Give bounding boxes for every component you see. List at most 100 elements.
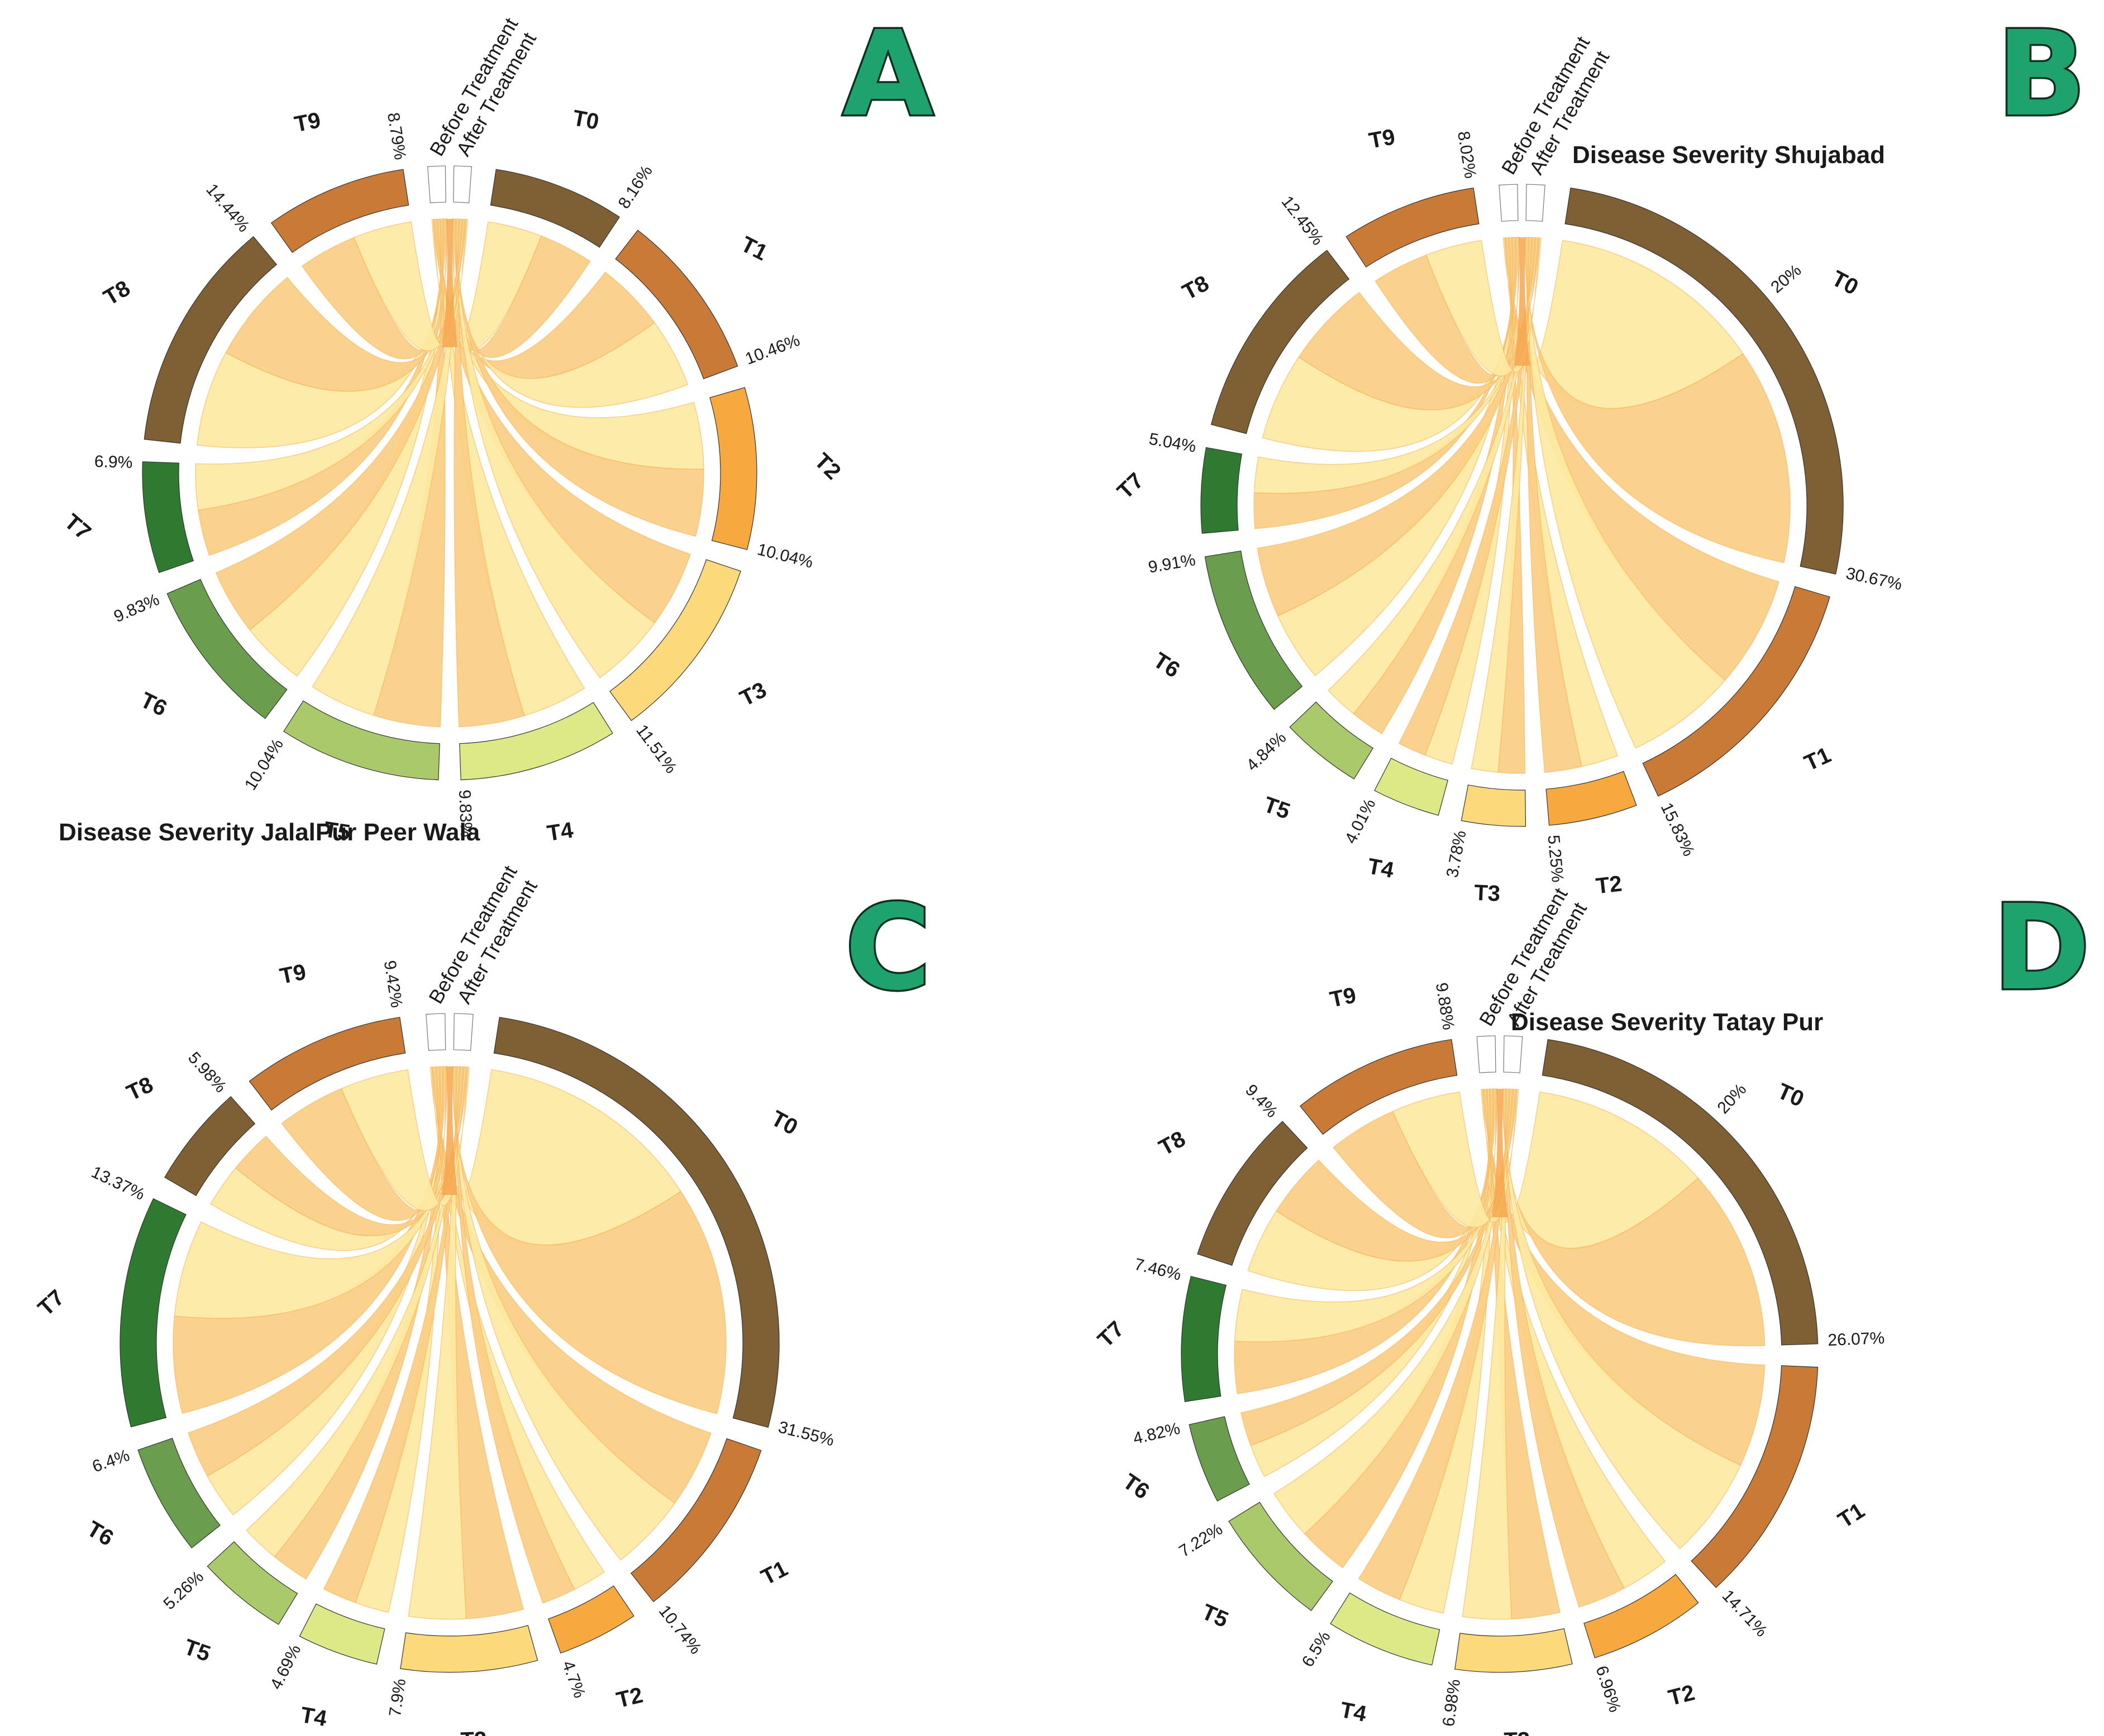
ribbon-after-t0 [452,1066,727,1414]
sector-arc-t9 [249,1017,406,1111]
sector-name-t8: T8 [1179,271,1213,305]
percent-label-t1: 10.74% [655,1602,705,1658]
sector-name-t0: T0 [1774,1079,1808,1112]
sector-arc-t7 [1181,1276,1227,1402]
sector-name-t5: T5 [181,1634,214,1666]
sector-arcs [120,1013,780,1673]
sector-arc-t4 [459,702,613,781]
chord-panel-c: 31.55% T0 10.74% T1 4.7% T2 7.9% T3 4.69% T4 5.26%… [34,862,933,1736]
percent-label-t6: 6.4% [90,1446,132,1476]
sector-arc-before-treatment [427,165,446,203]
sector-arc-t0 [493,1017,780,1428]
sector-arc-t2 [709,387,757,551]
ribbon-after-t8 [1276,1089,1518,1262]
panel-letter: B [1997,6,2086,142]
sector-arc-after-treatment [1503,1035,1523,1073]
sector-arc-t7 [142,461,194,573]
sector-arc-t6 [166,578,288,719]
percent-label-t9: 9.42% [380,959,406,1009]
ribbon-after-t4 [1358,1088,1511,1600]
ribbon-after-t7 [1234,1088,1516,1342]
sector-name-t4: T4 [299,1702,329,1732]
sector-arc-after-treatment [1525,184,1545,222]
ribbon-after-t8 [1298,237,1540,410]
sector-name-t7: T7 [34,1285,69,1321]
extra-label: 20% [1767,261,1805,296]
sector-arc-t3 [1461,785,1526,827]
hub-convergence [442,1067,457,1195]
panel-letter: D [1993,879,2090,1016]
percent-label-t8: 5.98% [184,1049,230,1096]
percent-label-t7: 7.46% [1133,1255,1183,1284]
sector-name-t3: T3 [1504,1728,1530,1736]
sector-arc-t5 [1228,1501,1333,1611]
percent-label-t0: 26.07% [1828,1329,1885,1350]
sector-arcs [1181,1035,1819,1673]
sector-arc-t6 [1189,1416,1250,1501]
percent-label-t8: 12.45% [1277,193,1327,249]
ribbon-after-t4 [323,1066,461,1604]
sector-arc-t0 [1564,187,1844,575]
percent-label-t7: 5.04% [1148,430,1198,456]
sector-name-t5: T5 [1261,792,1294,824]
chord-panel-a: 8.16% T0 10.46% T1 10.04% T2 11.51% T3 9.83% T4 10… [59,4,936,847]
sector-arc-t5 [1289,701,1374,779]
sector-name-t0: T0 [571,106,601,135]
percent-label-t5: 4.84% [1243,729,1290,775]
percent-label-t6: 9.91% [1147,551,1196,577]
sector-arc-t0 [1542,1039,1819,1346]
percent-label-t1: 14.71% [1719,1586,1771,1641]
percent-label-t5: 10.04% [241,735,287,793]
sector-arc-t4 [1330,1592,1440,1666]
percent-label-t7: 6.9% [94,452,132,472]
chart-title: Disease Severity Tatay Pur [1511,1008,1823,1036]
hub-convergence [1492,1089,1507,1217]
sector-arc-t7 [120,1198,187,1428]
sector-arcs [1200,184,1844,827]
ribbon-after-t8 [235,1067,468,1236]
sector-arc-t6 [137,1438,221,1549]
sector-arcs [142,165,757,781]
ribbon-after-t5 [1327,237,1535,715]
sector-name-t1: T1 [1834,1498,1869,1533]
ribbon-after-t2 [455,1066,575,1604]
sector-name-t7: T7 [60,509,96,545]
sector-name-t8: T8 [1155,1126,1190,1160]
panel-letter: A [843,6,934,142]
percent-label-t3: 7.9% [386,1677,409,1718]
ribbon-after-t3 [1471,237,1532,773]
sector-arc-t7 [1200,447,1243,534]
percent-label-t9: 8.79% [384,111,409,161]
sector-name-t5: T5 [322,817,352,845]
sector-arc-t4 [299,1603,385,1665]
percent-label-t2: 6.96% [1592,1663,1624,1714]
sector-arc-t6 [1204,550,1303,710]
percent-label-t1: 15.83% [1657,800,1699,859]
ribbons [1234,1088,1766,1620]
percent-label-t4: 6.5% [1299,1628,1334,1671]
percent-label-t2: 4.7% [559,1658,589,1701]
sector-arc-t2 [1583,1574,1699,1658]
sector-arc-t1 [630,1438,762,1603]
chart-title: Disease Severity JalalPur Peer Wala [59,819,480,846]
sector-arc-t8 [164,1096,256,1197]
ribbon-after-t0 [1502,1088,1766,1346]
sector-name-t2: T2 [614,1683,646,1713]
sector-arc-t9 [1346,187,1480,268]
hub-convergence [1514,237,1530,366]
sector-name-t4: T4 [546,817,575,846]
ribbon-after-t9 [341,1067,470,1211]
sector-name-t1: T1 [1801,743,1835,776]
percent-label-t9: 8.02% [1454,130,1480,180]
extra-label: 20% [1714,1080,1750,1117]
sector-name-t3: T3 [736,677,771,711]
sector-name-t4: T4 [1338,1697,1369,1727]
ribbon-after-t6 [1240,1088,1514,1446]
percent-label-t6: 4.82% [1132,1419,1182,1448]
percent-label-t8: 14.44% [202,180,253,236]
sector-arc-before-treatment [1476,1035,1496,1073]
ribbons [1253,237,1791,774]
sector-name-t9: T9 [292,108,322,137]
ribbon-after-t3 [1462,1088,1512,1620]
ribbon-after-t7 [174,1066,466,1319]
